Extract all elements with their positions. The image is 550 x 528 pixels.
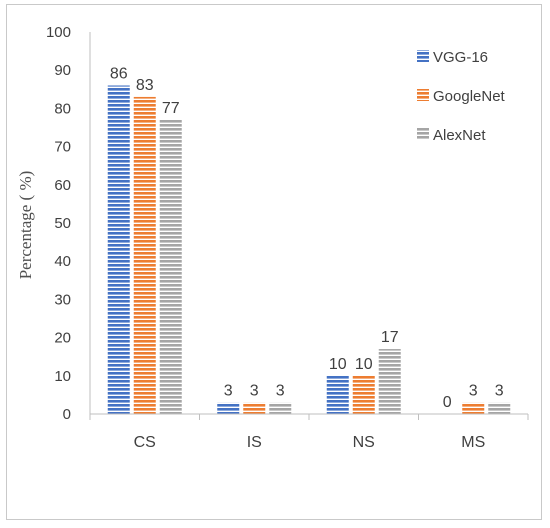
bar-alexnet-ms [488, 402, 511, 414]
bar-googlenet-cs [133, 96, 156, 414]
y-axis-title: Percentage ( %) [16, 171, 35, 280]
y-tick-label: 90 [54, 62, 71, 79]
bar-vgg-16-ns [326, 375, 349, 414]
data-label: 3 [495, 383, 504, 400]
bar-googlenet-ns [352, 375, 375, 414]
y-tick-label: 70 [54, 139, 71, 156]
y-tick-label: 20 [54, 330, 71, 347]
data-label: 10 [355, 356, 373, 373]
bar-alexnet-is [269, 402, 292, 414]
y-tick-label: 60 [54, 177, 71, 194]
bar-googlenet-is [243, 402, 266, 414]
data-label: 86 [110, 65, 128, 82]
legend-label: GoogleNet [433, 88, 506, 105]
bar-googlenet-ms [462, 402, 485, 414]
legend-swatch [417, 50, 429, 62]
data-label: 0 [443, 394, 452, 411]
x-tick-label: NS [353, 434, 375, 451]
bar-vgg-16-cs [107, 85, 130, 414]
x-tick-label: CS [134, 434, 156, 451]
y-axis: 0 10 20 30 40 50 60 70 80 90 100 [46, 24, 91, 423]
y-tick-label: 30 [54, 291, 71, 308]
legend-label: VGG-16 [433, 49, 488, 66]
y-tick-label: 50 [54, 215, 71, 232]
bars [107, 85, 511, 415]
data-label: 10 [329, 356, 347, 373]
x-axis: CS IS NS MS [89, 413, 529, 451]
legend-swatch [417, 128, 429, 140]
data-label: 3 [469, 383, 478, 400]
data-label: 77 [162, 100, 180, 117]
x-tick-label: MS [461, 434, 485, 451]
bar-vgg-16-is [217, 402, 240, 414]
legend-label: AlexNet [433, 127, 486, 144]
y-tick-label: 100 [46, 24, 71, 41]
bar-alexnet-ns [378, 349, 401, 414]
y-tick-label: 40 [54, 253, 71, 270]
data-label: 3 [224, 383, 233, 400]
data-label: 3 [276, 383, 285, 400]
data-label: 83 [136, 77, 154, 94]
chart-frame [6, 4, 542, 520]
data-label: 17 [381, 329, 399, 346]
y-tick-label: 0 [63, 406, 71, 423]
bar-alexnet-cs [159, 119, 182, 415]
y-tick-label: 10 [54, 368, 71, 385]
x-tick-label: IS [247, 434, 262, 451]
legend-swatch [417, 89, 429, 101]
legend: VGG-16 GoogleNet AlexNet [417, 49, 506, 144]
data-label: 3 [250, 383, 259, 400]
y-tick-label: 80 [54, 100, 71, 117]
